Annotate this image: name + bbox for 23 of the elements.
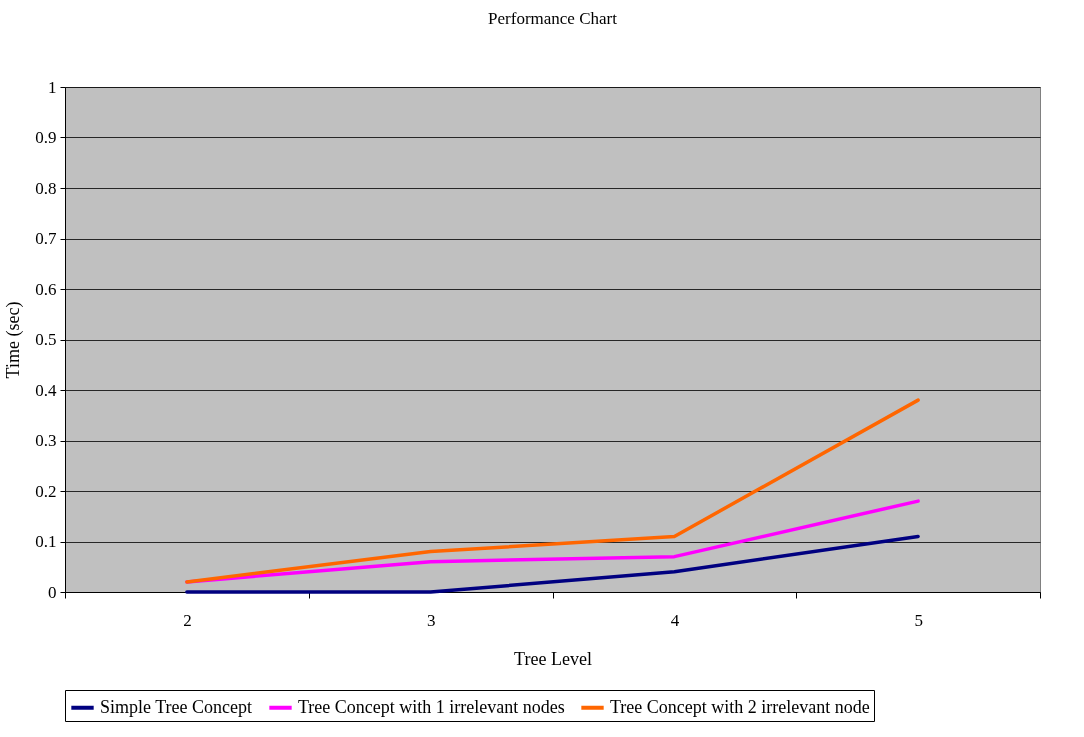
line-series <box>185 398 920 584</box>
x-tick-label: 2 <box>183 610 192 630</box>
y-tick-label: 0.3 <box>35 431 57 450</box>
x-tick-label: 4 <box>670 610 680 630</box>
y-tick-label: 0.9 <box>35 128 57 147</box>
y-tick-label: 0.8 <box>35 178 57 198</box>
y-tick-label: 0.6 <box>35 279 57 299</box>
legend-label: Tree Concept with 1 irrelevant nodes <box>298 696 565 717</box>
legend-label: Simple Tree Concept <box>100 696 252 717</box>
line-series <box>185 499 920 584</box>
y-tick-label: 1 <box>48 77 57 97</box>
chart-title: Performance Chart <box>488 9 618 28</box>
y-tick-label: 0.4 <box>35 380 57 400</box>
y-tick-label: 0 <box>48 582 57 602</box>
y-tick-label: 0.5 <box>35 330 57 349</box>
y-tick-label: 0.7 <box>35 229 57 248</box>
y-axis-title: Time (sec) <box>3 301 25 379</box>
y-tick-label: 0.1 <box>35 532 57 551</box>
x-tick-label: 5 <box>914 610 923 630</box>
legend-label: Tree Concept with 2 irrelevant node <box>610 696 870 717</box>
x-tick-label: 3 <box>426 610 436 630</box>
x-axis-title: Tree Level <box>514 648 592 669</box>
y-tick-label: 0.2 <box>35 481 57 501</box>
